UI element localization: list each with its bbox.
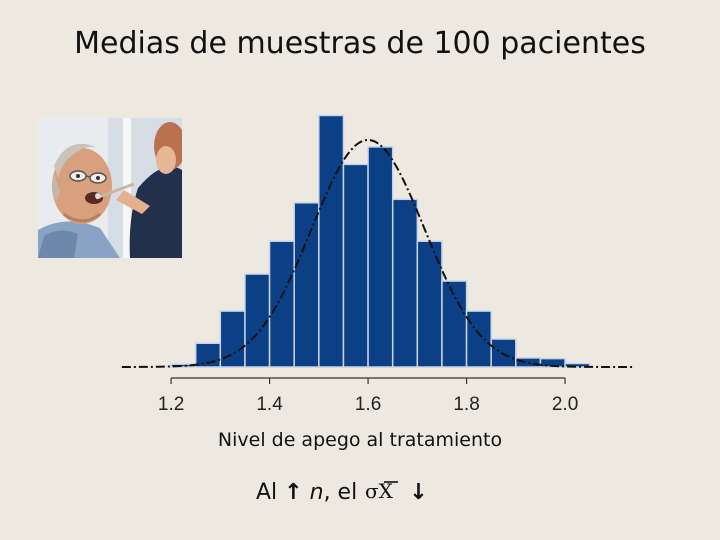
- histogram-bar: [515, 357, 542, 368]
- x-tick-label: 1.2: [158, 394, 184, 415]
- caption-middle: , el: [323, 480, 358, 505]
- normal-curve: [121, 138, 634, 368]
- x-tick-label: 2.0: [552, 394, 578, 415]
- up-arrow-icon: ↑: [284, 480, 303, 505]
- histogram-bar: [391, 198, 419, 368]
- caption-prefix: Al: [256, 480, 278, 505]
- x-axis-label: Nivel de apego al tratamiento: [217, 429, 503, 451]
- histogram-bar: [342, 163, 369, 368]
- histogram-bar: [441, 280, 468, 368]
- histogram-bar: [367, 146, 394, 368]
- doctor-patient-photo: [38, 118, 182, 258]
- sigma-x-text: σX: [365, 480, 394, 502]
- caption-n: n: [309, 480, 324, 505]
- histogram-bar: [268, 240, 295, 368]
- histogram-bar: [293, 202, 320, 368]
- x-tick-label: 1.8: [453, 394, 479, 415]
- caption: Al ↑ n, el σX ↓: [256, 479, 428, 505]
- histogram-bar: [564, 362, 591, 368]
- x-axis-ticks: 1.2 1.4 1.6 1.8 2.0: [158, 378, 578, 415]
- histogram-bar: [244, 273, 271, 368]
- histogram-bars: [170, 114, 591, 368]
- x-tick-label: 1.4: [256, 394, 283, 415]
- down-arrow-icon: ↓: [409, 480, 428, 505]
- x-tick-label: 1.6: [355, 394, 381, 415]
- histogram-bar: [465, 310, 492, 368]
- page-title: Medias de muestras de 100 pacientes: [74, 26, 646, 61]
- sigma-x-bar-symbol: σX: [364, 479, 409, 505]
- histogram-bar: [318, 114, 345, 368]
